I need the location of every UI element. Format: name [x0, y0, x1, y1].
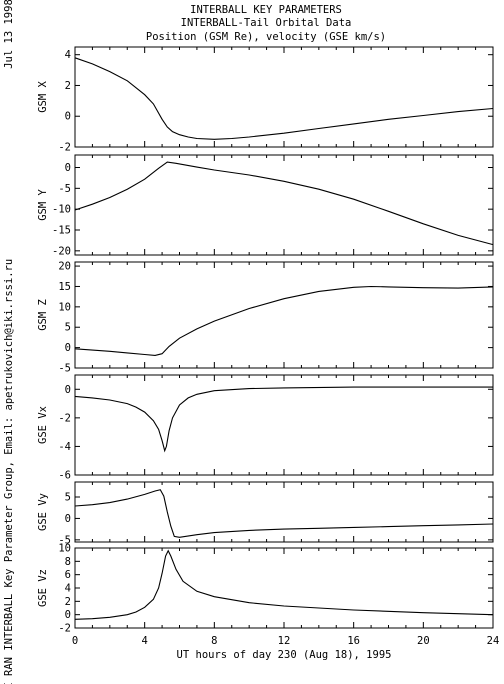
x-tick-label: 24	[487, 635, 500, 647]
x-tick-label: 12	[278, 635, 291, 647]
y-axis-label: GSM Z	[37, 299, 49, 331]
panel-gse-vy: GSE Vy 5 0 -5	[37, 481, 494, 546]
series-line-gsm-z	[74, 285, 494, 356]
y-tick-label: -10	[52, 204, 71, 216]
series-line-gse-vy	[74, 489, 494, 538]
panel-frame	[74, 154, 494, 256]
y-tick-label: 0	[65, 384, 71, 396]
y-tick-label: 4	[65, 49, 71, 61]
x-tick-label: 8	[211, 635, 217, 647]
x-tick-label: 16	[347, 635, 360, 647]
x-tick-label: 4	[142, 635, 148, 647]
y-tick-label: 8	[65, 556, 71, 568]
panel-gsm-x: GSM X 4 2 0 -2	[37, 46, 494, 154]
panel-gsm-y: GSM Y 0 -5 -10 -15 -20	[37, 154, 494, 257]
y-axis-label: GSE Vy	[37, 493, 49, 531]
panel-frame	[74, 374, 494, 476]
chart-title-line-3: Position (GSM Re), velocity (GSE km/s)	[146, 31, 386, 43]
y-tick-label: -5	[58, 363, 71, 375]
series-line-gse-vz	[74, 549, 494, 620]
y-tick-label: 5	[65, 322, 71, 334]
y-tick-label: 5	[65, 492, 71, 504]
x-tick-label: 0	[72, 635, 78, 647]
panel-frame	[74, 547, 494, 629]
y-tick-label: -15	[52, 225, 71, 237]
y-tick-label: -5	[58, 534, 71, 546]
y-tick-label: 15	[58, 281, 71, 293]
y-tick-label: -6	[58, 470, 71, 482]
series-line-gse-vx	[74, 386, 493, 453]
chart-title-line-2: INTERBALL-Tail Orbital Data	[181, 17, 352, 29]
y-axis-label: GSM Y	[37, 189, 49, 221]
y-tick-label: -2	[58, 623, 71, 635]
panel-frame	[74, 261, 494, 369]
y-tick-label: -20	[52, 245, 71, 257]
series-line-gsm-x	[74, 57, 494, 140]
y-tick-label: 0	[65, 111, 71, 123]
x-axis-label: UT hours of day 230 (Aug 18), 1995	[177, 649, 392, 661]
panel-frame	[74, 481, 494, 543]
y-tick-label: 10	[58, 301, 71, 313]
y-tick-label: 10	[58, 543, 71, 555]
y-axis-label: GSM X	[37, 81, 49, 113]
y-tick-label: -4	[58, 441, 71, 453]
y-tick-label: 0	[65, 609, 71, 621]
y-tick-label: 0	[65, 162, 71, 174]
x-tick-label: 20	[417, 635, 430, 647]
credit-line: IKI RAN INTERBALL Key Parameter Group, E…	[3, 259, 15, 684]
y-tick-label: -2	[58, 412, 71, 424]
y-tick-label: 6	[65, 569, 71, 581]
y-tick-label: -5	[58, 183, 71, 195]
y-tick-label: -2	[58, 142, 71, 154]
y-tick-label: 0	[65, 342, 71, 354]
y-axis-label: GSE Vx	[37, 406, 49, 444]
panel-frame	[74, 46, 494, 148]
panel-gsm-z: GSM Z 20 15 10 5 0 -5	[37, 261, 494, 375]
series-line-gsm-y	[74, 161, 494, 246]
y-tick-label: 2	[65, 596, 71, 608]
panel-gse-vx: GSE Vx 0 -2 -4 -6	[37, 374, 494, 482]
generation-date: Jul 13 1998	[3, 0, 15, 69]
y-tick-label: 4	[65, 583, 71, 595]
chart-title-line-1: INTERBALL KEY PARAMETERS	[190, 4, 342, 16]
y-tick-label: 20	[58, 261, 71, 273]
y-tick-label: 2	[65, 80, 71, 92]
y-tick-label: 0	[65, 513, 71, 525]
y-axis-label: GSE Vz	[37, 569, 49, 607]
